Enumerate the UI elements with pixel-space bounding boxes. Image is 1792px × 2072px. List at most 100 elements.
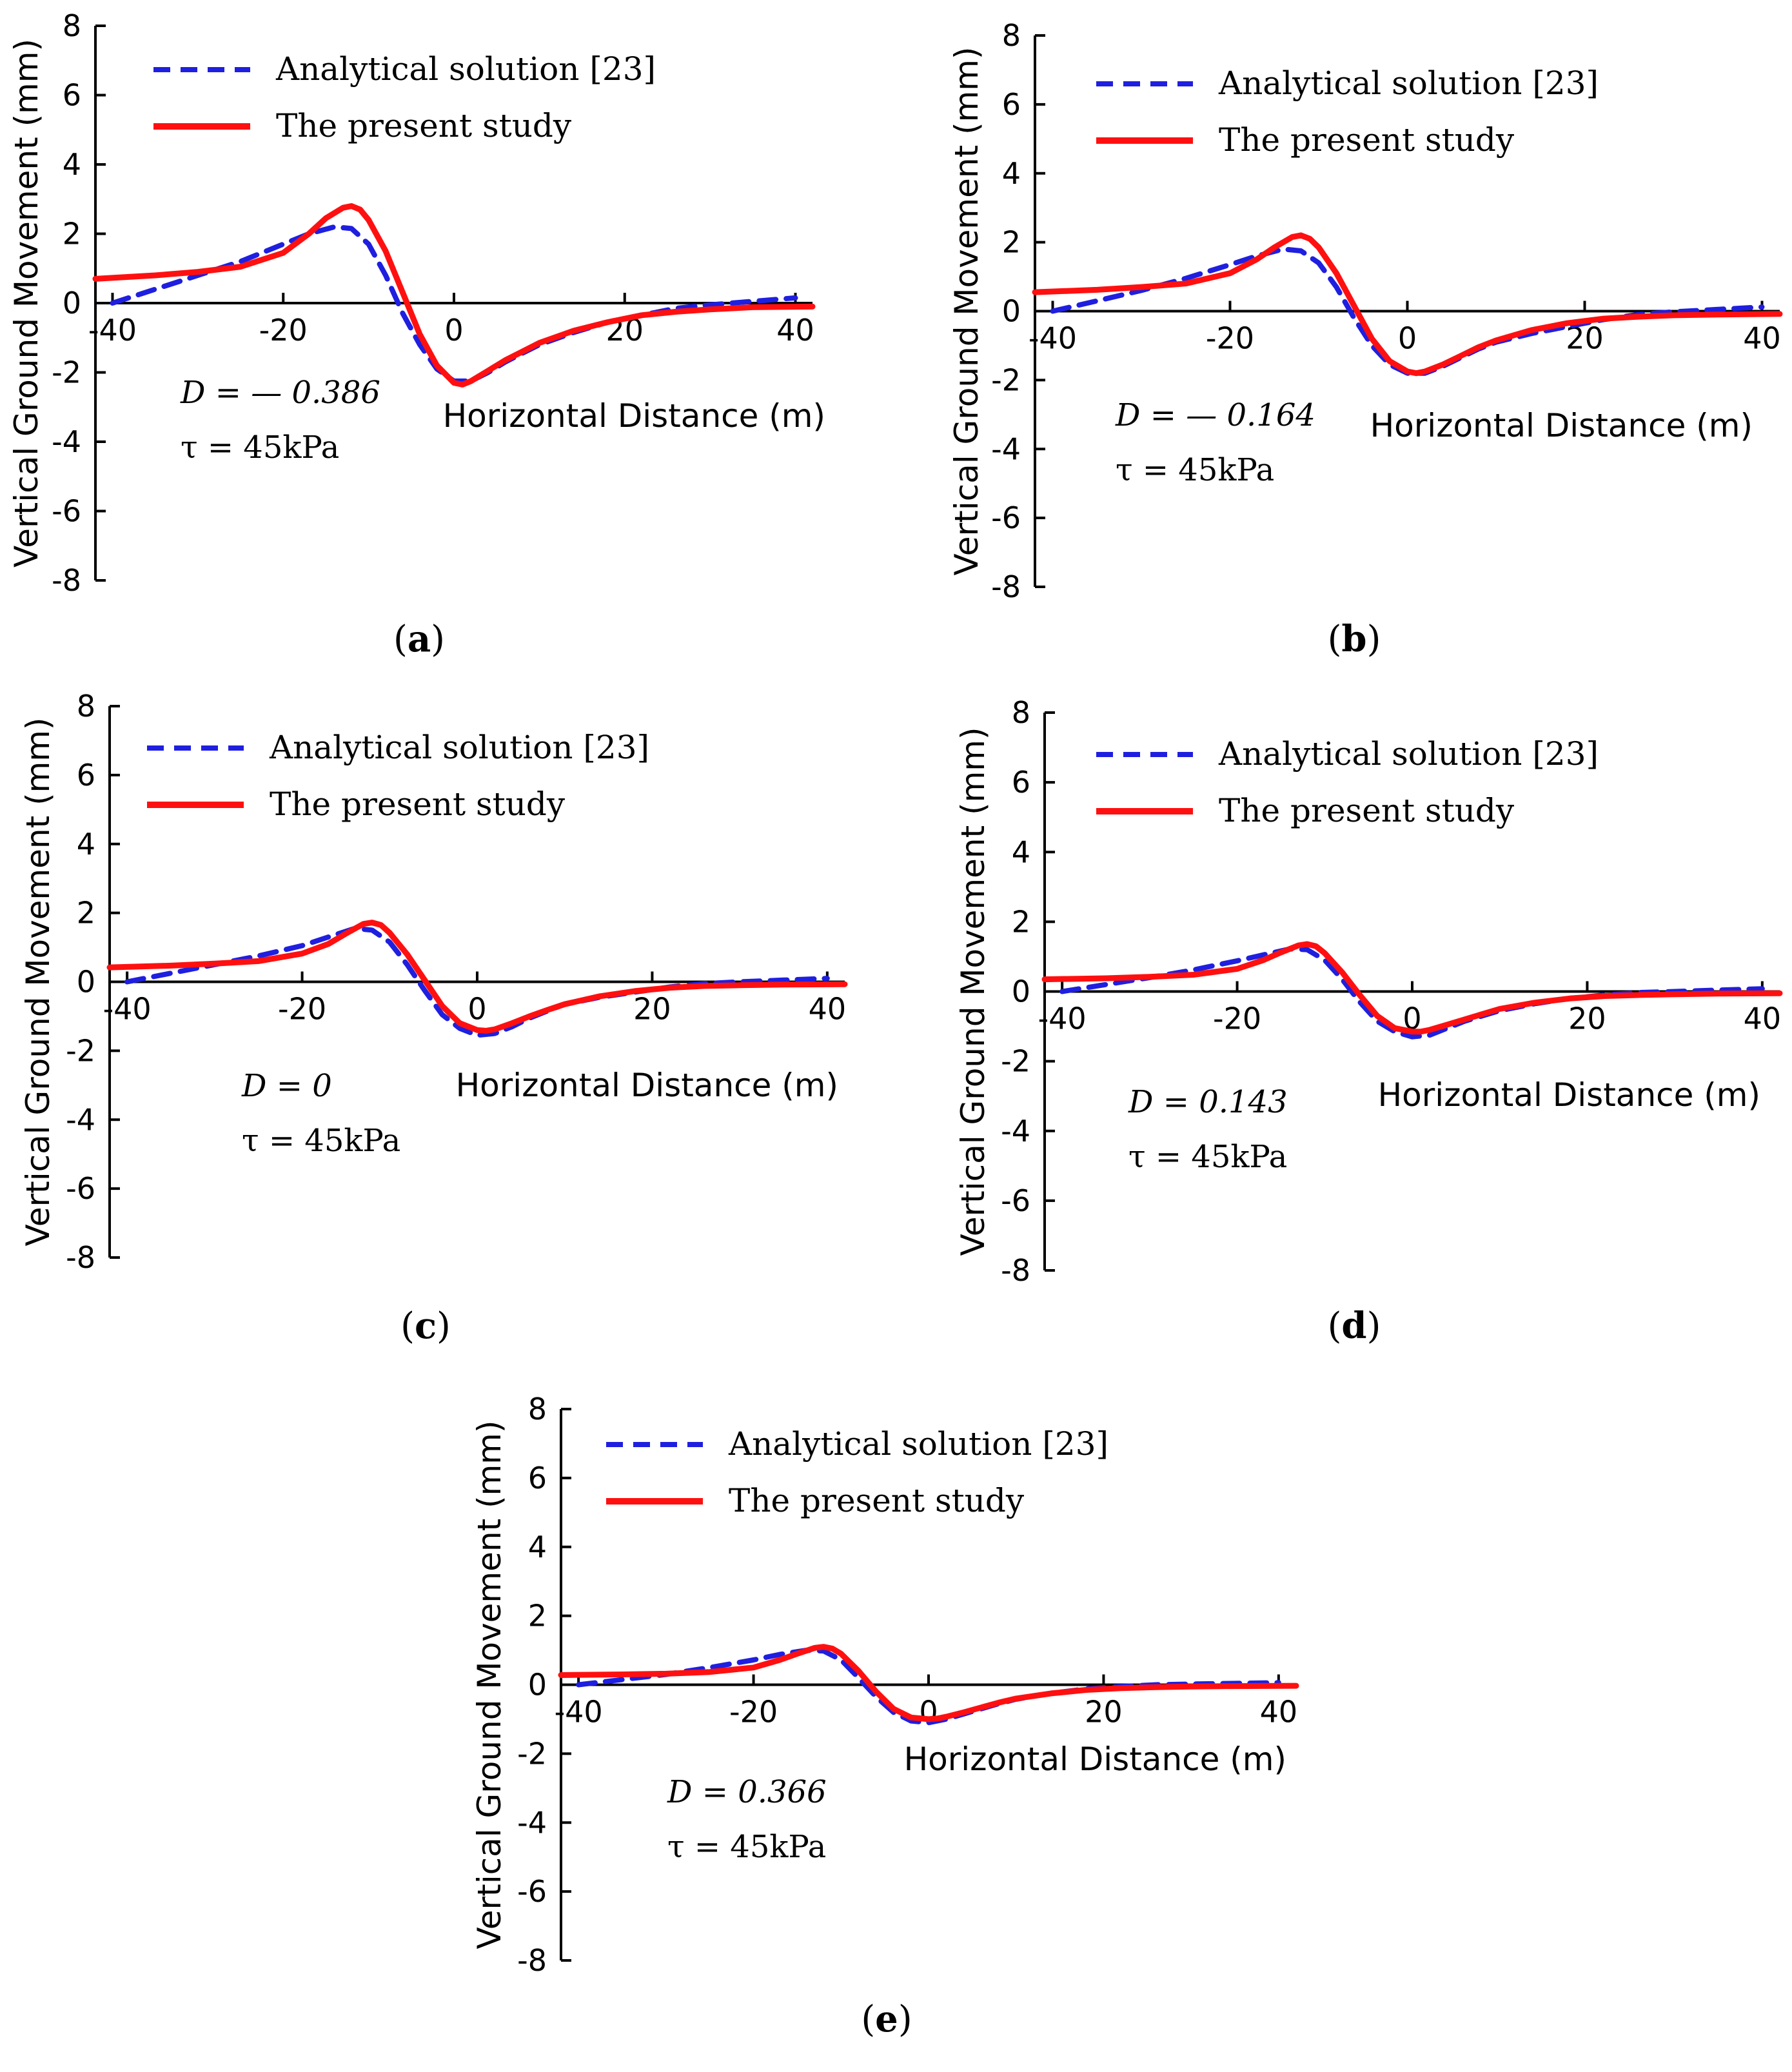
panel-label-letter: a: [408, 618, 431, 660]
series-line-present-study: [1041, 941, 1783, 1035]
y-tick-label: -4: [1001, 1114, 1030, 1149]
y-tick-label: -2: [517, 1736, 547, 1771]
y-tick-label: 4: [63, 147, 81, 182]
y-tick-label: 4: [1002, 156, 1021, 191]
x-axis-title: Horizontal Distance (m): [904, 1741, 1286, 1778]
y-tick-label: 6: [63, 78, 81, 113]
x-tick-label: 20: [633, 992, 671, 1027]
panel-label-open: (: [1328, 1305, 1342, 1347]
series-line-present-study: [558, 1644, 1299, 1722]
legend-label: Analytical solution [23]: [1218, 735, 1599, 773]
x-tick-label: -40: [555, 1695, 603, 1730]
x-tick-label: 20: [1085, 1695, 1123, 1730]
panel-label-close: ): [431, 618, 445, 660]
x-tick-label: 40: [809, 992, 847, 1027]
y-tick-label: -2: [52, 355, 81, 390]
y-tick-label: -2: [66, 1033, 95, 1068]
y-tick-label: 0: [77, 965, 95, 1000]
panel-label-letter: c: [415, 1305, 437, 1347]
y-tick-label: 6: [1012, 765, 1030, 800]
annotation-d-value: D = 0: [241, 1068, 332, 1104]
annotation-tau-value: τ = 45kPa: [1116, 452, 1274, 488]
y-tick-label: 2: [528, 1599, 547, 1633]
series-line-present-study: [92, 203, 816, 388]
y-tick-label: 0: [1002, 294, 1021, 329]
y-tick-label: 8: [77, 689, 95, 724]
y-tick-label: 2: [1012, 904, 1030, 939]
y-tick-label: -6: [66, 1171, 95, 1206]
legend-label: The present study: [270, 785, 566, 823]
panel-label-open: (: [393, 618, 408, 660]
x-tick-label: -40: [88, 313, 137, 348]
y-tick-label: 0: [1012, 974, 1030, 1009]
y-tick-label: -8: [991, 569, 1021, 604]
annotation-tau-value: τ = 45kPa: [1128, 1139, 1287, 1175]
annotation-d-value: D = 0.143: [1128, 1084, 1288, 1120]
panel-label-open: (: [861, 1998, 875, 2040]
legend-label: Analytical solution [23]: [1218, 64, 1599, 102]
y-tick-label: -6: [52, 494, 81, 529]
y-tick-label: -6: [517, 1874, 547, 1909]
legend-label: The present study: [1219, 121, 1515, 159]
y-tick-label: 2: [63, 217, 81, 252]
panel-label: (b): [1328, 618, 1381, 660]
y-tick-label: 4: [1012, 834, 1030, 869]
annotation-d-value: D = — 0.386: [180, 375, 380, 411]
y-tick-label: -2: [991, 362, 1021, 397]
y-tick-label: 2: [1002, 225, 1021, 260]
series-line-present-study: [1032, 232, 1783, 377]
y-tick-label: -4: [517, 1805, 547, 1840]
y-axis-title: Vertical Ground Movement (mm): [948, 46, 985, 575]
y-axis-title: Vertical Ground Movement (mm): [19, 717, 57, 1246]
annotation-tau-value: τ = 45kPa: [181, 429, 339, 466]
y-tick-label: -6: [1001, 1183, 1030, 1218]
legend-label: The present study: [729, 1482, 1025, 1519]
x-tick-label: -20: [729, 1695, 778, 1730]
y-tick-label: 6: [77, 758, 95, 793]
y-tick-label: 8: [1002, 18, 1021, 53]
panel-label-letter: d: [1341, 1305, 1366, 1347]
x-tick-label: -40: [1029, 321, 1077, 356]
legend-label: The present study: [1219, 792, 1515, 829]
legend-label: Analytical solution [23]: [275, 50, 656, 88]
y-tick-label: 0: [63, 286, 81, 321]
x-axis-title: Horizontal Distance (m): [1370, 407, 1753, 444]
y-tick-label: -8: [1001, 1253, 1030, 1288]
y-tick-label: -8: [66, 1240, 95, 1275]
y-tick-label: 2: [77, 896, 95, 931]
annotation-d-value: D = — 0.164: [1115, 397, 1315, 433]
legend-label: Analytical solution [23]: [269, 729, 649, 766]
y-tick-label: -2: [1001, 1044, 1030, 1079]
x-axis-title: Horizontal Distance (m): [1378, 1076, 1760, 1114]
y-axis-title: Vertical Ground Movement (mm): [471, 1420, 508, 1949]
x-tick-label: 40: [1744, 1001, 1782, 1036]
y-axis-title: Vertical Ground Movement (mm): [8, 39, 45, 567]
y-tick-label: 4: [77, 827, 95, 862]
y-tick-label: 8: [1012, 695, 1030, 730]
annotation-tau-value: τ = 45kPa: [242, 1123, 400, 1159]
x-tick-label: -20: [278, 992, 326, 1027]
y-tick-label: 0: [528, 1668, 547, 1702]
x-axis-title: Horizontal Distance (m): [456, 1067, 838, 1104]
y-tick-label: -4: [52, 424, 81, 459]
x-tick-label: 0: [444, 313, 463, 348]
y-tick-label: -4: [66, 1102, 95, 1137]
x-tick-label: 40: [1743, 321, 1781, 356]
x-tick-label: 40: [776, 313, 814, 348]
panel-label-close: ): [437, 1305, 451, 1347]
x-tick-label: 0: [468, 992, 486, 1027]
panel-label-letter: e: [875, 1998, 898, 2040]
y-axis-title: Vertical Ground Movement (mm): [954, 727, 992, 1256]
x-tick-label: -20: [1213, 1001, 1261, 1036]
x-tick-label: -40: [1038, 1001, 1087, 1036]
series-line-present-study: [106, 920, 848, 1034]
x-tick-label: -40: [103, 992, 152, 1027]
x-tick-label: 0: [1398, 321, 1417, 356]
y-tick-label: 4: [528, 1530, 547, 1564]
y-tick-label: -6: [991, 500, 1021, 535]
